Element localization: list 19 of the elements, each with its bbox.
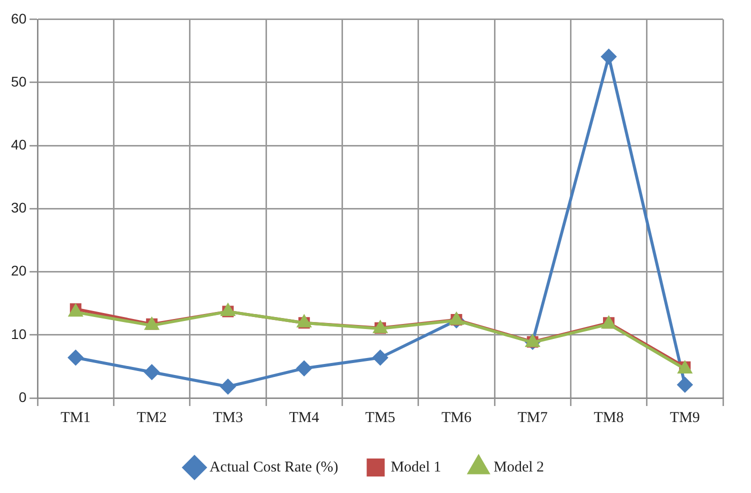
x-tick-label: TM1 — [60, 410, 91, 426]
x-tick-label: TM5 — [365, 410, 396, 426]
y-tick-label: 60 — [10, 10, 27, 26]
legend-label: Model 2 — [494, 459, 544, 476]
y-tick-label: 50 — [10, 73, 27, 90]
y-tick-label: 10 — [10, 326, 27, 342]
y-tick-label: 40 — [10, 136, 27, 152]
x-tick-label: TM7 — [518, 410, 548, 426]
legend-label: Model 1 — [390, 459, 442, 476]
x-tick-label: TM6 — [441, 410, 472, 426]
legend-label: Actual Cost Rate (%) — [209, 459, 338, 476]
y-tick-label: 20 — [10, 262, 27, 279]
y-tick-label: 0 — [18, 388, 27, 405]
x-tick-label: TM2 — [136, 410, 167, 426]
x-tick-label: TM4 — [289, 410, 320, 426]
y-tick-label: 30 — [10, 200, 27, 216]
x-tick-label: TM8 — [594, 410, 624, 426]
x-tick-label: TM9 — [670, 410, 700, 426]
x-tick-label: TM3 — [212, 410, 243, 426]
